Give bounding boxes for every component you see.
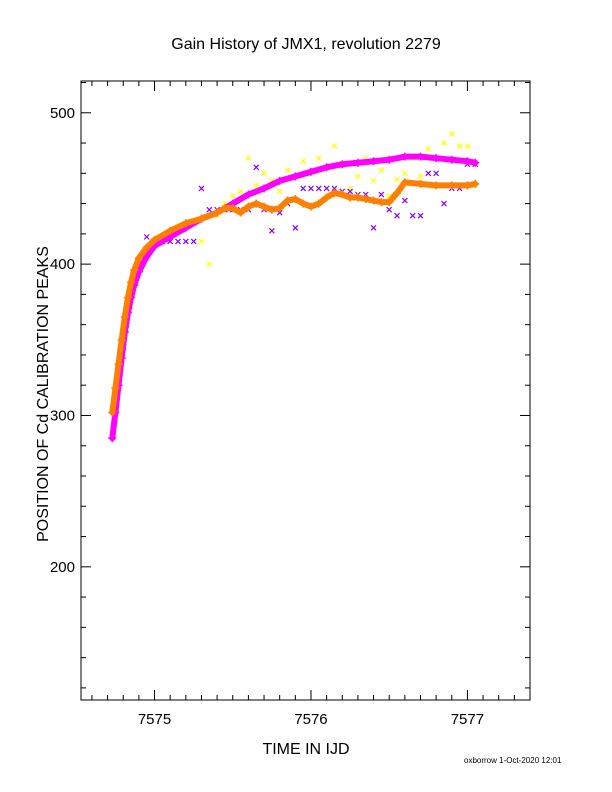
data-point: [347, 188, 354, 195]
data-point: [229, 193, 236, 199]
data-point: [253, 182, 260, 189]
y-tick-label: 500: [50, 105, 75, 122]
series-line: [109, 179, 479, 416]
x-tick-label: 7576: [294, 711, 327, 728]
data-point: [417, 173, 424, 180]
data-point: [315, 155, 322, 162]
y-tick-label: 200: [50, 559, 75, 576]
data-point: [268, 227, 275, 234]
data-point: [370, 177, 377, 184]
data-point: [198, 185, 205, 192]
data-point: [464, 143, 471, 150]
data-point: [292, 224, 299, 231]
data-point: [206, 206, 213, 213]
data-point: [386, 206, 393, 213]
data-point: [401, 197, 408, 204]
data-point: [143, 233, 150, 240]
data-point: [284, 167, 291, 174]
data-point: [175, 238, 181, 245]
series-magenta: [108, 152, 480, 443]
plot-frame: [80, 80, 531, 701]
x-tick-label: 7575: [138, 711, 171, 728]
data-point: [253, 164, 260, 171]
data-point: [448, 131, 455, 137]
chart-title: Gain History of JMX1, revolution 2279: [171, 36, 441, 53]
y-axis-label: POSITION OF Cd CALIBRATION PEAKS: [35, 246, 52, 542]
data-point: [401, 170, 408, 177]
data-point: [190, 238, 197, 245]
data-point: [331, 185, 338, 192]
data-point: [378, 167, 385, 174]
y-tick-label: 300: [50, 407, 75, 424]
data-point: [425, 170, 432, 177]
series-orange: [108, 178, 480, 417]
x-axis-label: TIME IN IJD: [262, 741, 349, 758]
data-point: [409, 212, 416, 219]
data-point: [300, 158, 307, 165]
data-point: [300, 185, 307, 192]
x-tick-label: 7577: [451, 711, 484, 728]
data-point: [276, 188, 283, 195]
data-marks: [108, 131, 480, 443]
y-tick-label: 400: [50, 256, 75, 273]
axis-ticks: 7575 7576 7577 200 300 400 500: [50, 81, 531, 728]
data-point: [182, 238, 189, 245]
data-point: [245, 155, 252, 162]
data-point: [315, 185, 322, 192]
data-point: [261, 170, 267, 177]
data-point: [323, 185, 330, 192]
data-point: [370, 224, 377, 231]
data-point: [237, 188, 244, 195]
series-yellow: [109, 131, 471, 414]
data-point: [417, 212, 424, 219]
data-point: [308, 185, 314, 192]
data-point: [394, 176, 400, 183]
data-point: [433, 170, 440, 177]
data-point: [331, 143, 338, 150]
footer-credit: oxborrow 1-Oct-2020 12:01: [464, 756, 562, 765]
data-point: [456, 143, 463, 150]
data-point: [441, 200, 447, 207]
data-point: [198, 238, 205, 245]
data-point: [206, 261, 213, 268]
data-point: [354, 173, 361, 180]
data-point: [378, 191, 385, 198]
data-point: [441, 140, 447, 146]
data-point: [394, 212, 400, 219]
data-point: [425, 146, 432, 153]
